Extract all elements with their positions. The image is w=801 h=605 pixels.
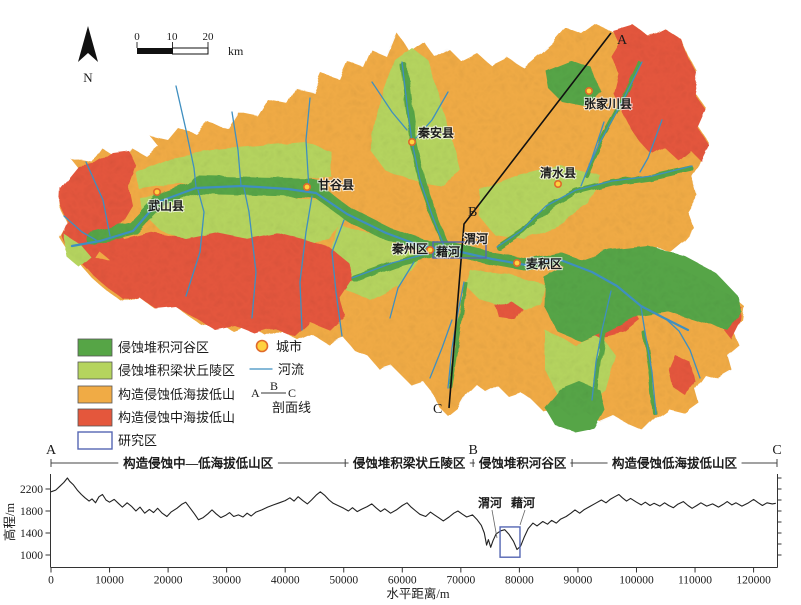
svg-text:0: 0 [134,31,140,43]
svg-text:侵蚀堆积河谷区: 侵蚀堆积河谷区 [118,340,209,355]
svg-text:B: B [270,379,278,393]
svg-text:藉河: 藉河 [510,495,535,510]
svg-text:剖面线: 剖面线 [272,400,311,415]
svg-text:构造侵蚀低海拔低山区: 构造侵蚀低海拔低山区 [612,456,738,471]
svg-text:构造侵蚀中海拔低山: 构造侵蚀中海拔低山 [118,410,235,425]
legend-row-mid-mtn: 构造侵蚀中海拔低山 [77,408,235,427]
chart-ticks: 0 10000 20000 30000 40000 50000 60000 70000 8000… [20,477,782,587]
svg-text:侵蚀堆积梁状丘陵区: 侵蚀堆积梁状丘陵区 [118,363,235,378]
city-gangu: 甘谷县 [302,176,355,193]
city-maiji: 麦积区 [512,255,563,272]
svg-text:武山县: 武山县 [148,198,184,213]
svg-text:80000: 80000 [505,575,534,587]
legend-row-river: 河流 [249,362,304,377]
svg-text:河流: 河流 [278,362,304,377]
svg-text:90000: 90000 [564,575,593,587]
svg-text:20: 20 [203,31,215,43]
river-network [63,61,701,415]
north-arrow: N [78,26,98,85]
svg-text:C: C [288,386,296,400]
svg-text:甘谷县: 甘谷县 [318,177,354,192]
legend-row-valley: 侵蚀堆积河谷区 [77,338,209,357]
svg-text:侵蚀堆积梁状丘陵区: 侵蚀堆积梁状丘陵区 [352,456,466,471]
profile-polyline [50,477,776,551]
svg-text:麦积区: 麦积区 [526,256,562,271]
section-marker-c: C [433,402,442,417]
svg-text:研究区: 研究区 [118,433,157,448]
svg-text:60000: 60000 [388,575,417,587]
chart-annotations: 渭河 藉河 [478,495,535,558]
svg-text:50000: 50000 [329,575,358,587]
river-label-weihe: 渭河 [464,231,488,246]
section-marker-a: A [617,33,628,48]
scale-bar: 0 10 20 km [134,31,244,58]
svg-text:20000: 20000 [154,575,183,587]
svg-text:2200: 2200 [20,484,43,496]
y-axis-title: 高程/m [2,503,17,541]
legend: 侵蚀堆积河谷区 侵蚀堆积梁状丘陵区 构造侵蚀低海拔低山 构造侵蚀中海拔低山 研究… [77,338,311,450]
chart-axes [50,474,778,568]
svg-text:构造侵蚀中—低海拔低山区: 构造侵蚀中—低海拔低山区 [123,456,274,471]
svg-text:1000: 1000 [20,550,43,562]
svg-text:40000: 40000 [271,575,300,587]
city-qinzhou: 秦州区 [390,240,434,257]
svg-text:城市: 城市 [276,339,302,354]
svg-text:0: 0 [48,575,54,587]
svg-text:70000: 70000 [446,575,475,587]
legend-row-study-area: 研究区 [77,431,157,450]
svg-text:C: C [772,443,781,458]
svg-text:秦安县: 秦安县 [417,125,454,140]
svg-text:100000: 100000 [619,575,654,587]
svg-text:清水县: 清水县 [540,165,576,180]
legend-row-hills: 侵蚀堆积梁状丘陵区 [77,361,235,380]
legend-row-low-mtn: 构造侵蚀低海拔低山 [77,385,235,404]
svg-text:A: A [46,443,57,458]
svg-text:30000: 30000 [212,575,241,587]
svg-text:张家川县: 张家川县 [584,96,632,111]
svg-text:10: 10 [167,31,179,43]
north-label: N [83,70,93,85]
scale-unit: km [228,44,244,58]
section-marker-b: B [468,205,477,220]
city-zhangjiachuan: 张家川县 [583,87,633,112]
profile-zone-brackets: 构造侵蚀中—低海拔低山区 侵蚀堆积梁状丘陵区 侵蚀堆积河谷区 构造侵蚀低海拔低山区 A B… [46,443,782,471]
legend-row-city: 城市 [255,339,302,354]
svg-text:B: B [468,443,477,458]
svg-text:侵蚀堆积河谷区: 侵蚀堆积河谷区 [478,456,567,471]
svg-text:10000: 10000 [95,575,124,587]
svg-text:秦州区: 秦州区 [391,241,428,256]
city-qinan: 秦安县 [407,124,455,147]
svg-text:构造侵蚀低海拔低山: 构造侵蚀低海拔低山 [118,387,235,402]
svg-text:1800: 1800 [20,506,43,518]
city-markers: 武山县 甘谷县 秦安县 清水县 张家川县 秦州区 麦积区 [147,87,633,272]
section-line [448,32,612,409]
river-label-jihe: 藉河 [435,244,460,259]
svg-text:A: A [251,386,260,400]
x-axis-title: 水平距离/m [386,586,449,601]
svg-text:1400: 1400 [20,528,43,540]
city-qingshui: 清水县 [539,164,577,189]
legend-row-profile: A B C 剖面线 [251,379,311,415]
svg-text:110000: 110000 [678,575,712,587]
svg-text:120000: 120000 [736,575,771,587]
city-wushan: 武山县 [147,188,185,214]
svg-text:渭河: 渭河 [478,495,502,510]
